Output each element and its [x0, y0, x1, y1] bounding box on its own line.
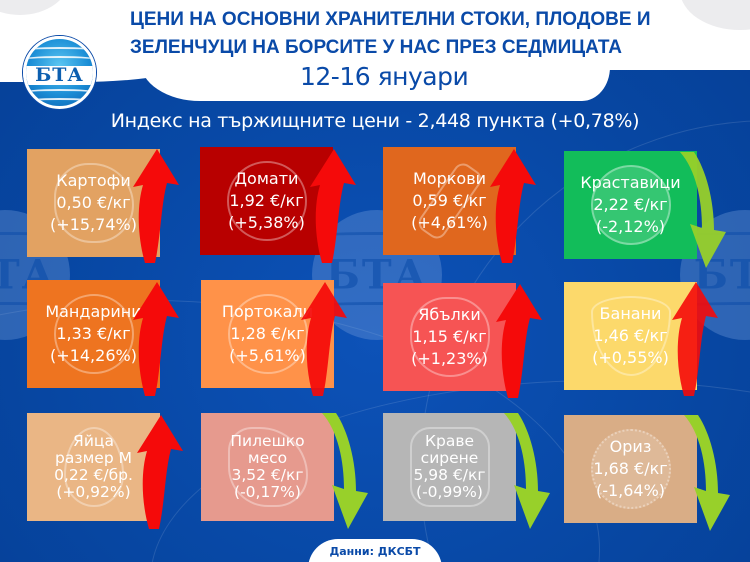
product-name: Яйца: [73, 432, 114, 450]
product-change: (-1,64%): [595, 481, 666, 500]
product-change: (-0,17%): [234, 483, 301, 501]
up-arrow-icon: [133, 149, 179, 263]
product-card-bananas: Банани 1,46 €/кг (+0,55%): [564, 282, 697, 390]
product-card-cucumbers: Краставици 2,22 €/кг (-2,12%): [564, 151, 697, 259]
up-arrow-icon: [490, 149, 536, 263]
tomato-icon: [226, 161, 307, 241]
product-price: 1,15 €/кг: [412, 327, 487, 346]
product-price: 0,59 €/кг: [412, 191, 487, 210]
product-price: 1,92 €/кг: [229, 191, 304, 210]
product-price: 1,68 €/кг: [593, 459, 668, 478]
product-change: (+14,26%): [50, 346, 137, 365]
product-card-carrots: Моркови 0,59 €/кг (+4,61%): [383, 147, 516, 255]
product-price: 0,50 €/кг: [56, 193, 131, 212]
product-name: Мандарини: [45, 302, 142, 321]
cucumber-icon: [590, 165, 671, 245]
egg-icon: [63, 427, 124, 507]
product-name: Портокали: [221, 302, 314, 321]
product-card-eggs: Яйца размер М 0,22 €/бр. (+0,92%): [27, 413, 160, 521]
up-arrow-icon: [496, 284, 542, 398]
cheese-icon: [409, 427, 490, 507]
product-price: 1,46 €/кг: [593, 326, 668, 345]
product-change: (+5,38%): [228, 213, 305, 232]
product-card-apples: Ябълки 1,15 €/кг (+1,23%): [383, 283, 516, 391]
product-change: (-2,12%): [595, 217, 666, 236]
date-range: 12-16 януари: [300, 62, 469, 91]
page-title-line-1: ЦЕНИ НА ОСНОВНИ ХРАНИТЕЛНИ СТОКИ, ПЛОДОВ…: [130, 9, 651, 30]
down-arrow-icon: [684, 415, 730, 531]
product-card-tomatoes: Домати 1,92 €/кг (+5,38%): [200, 147, 333, 255]
product-card-chicken: Пилешко месо 3,52 €/кг (-0,17%): [201, 413, 334, 521]
product-price: 1,33 €/кг: [56, 324, 131, 343]
product-name: Краставици: [580, 173, 681, 192]
product-card-mandarins: Мандарини 1,33 €/кг (+14,26%): [27, 280, 160, 388]
product-change: (+0,92%): [56, 483, 131, 501]
mandarin-icon: [53, 294, 134, 374]
chicken-icon: [227, 427, 308, 507]
product-name: Банани: [599, 304, 662, 323]
product-change: (+5,61%): [229, 346, 306, 365]
product-name: Краве: [424, 432, 474, 450]
down-arrow-icon: [322, 413, 368, 529]
product-change: (+0,55%): [592, 348, 669, 367]
product-change: (+1,23%): [411, 349, 488, 368]
product-name: Моркови: [412, 169, 487, 188]
product-name: Ориз: [609, 437, 652, 456]
product-price: 1,28 €/кг: [230, 324, 305, 343]
product-name-line-2: сирене: [420, 449, 479, 467]
market-index: Индекс на тържищните цени - 2,448 пункта…: [110, 110, 640, 132]
product-price: 0,22 €/бр.: [54, 466, 133, 484]
page-title-line-2: ЗЕЛЕНЧУЦИ НА БОРСИТЕ У НАС ПРЕЗ СЕДМИЦАТ…: [130, 37, 623, 58]
product-name: Картофи: [56, 171, 131, 190]
product-card-cow-cheese: Краве сирене 5,98 €/кг (-0,99%): [383, 413, 516, 521]
bta-logo: БТА: [23, 36, 96, 109]
product-change: (+4,61%): [411, 213, 488, 232]
product-price: 2,22 €/кг: [593, 195, 668, 214]
product-card-rice: Ориз 1,68 €/кг (-1,64%): [564, 415, 697, 523]
product-change: (-0,99%): [416, 483, 483, 501]
down-arrow-icon: [680, 152, 726, 268]
rice-icon: [590, 429, 671, 509]
product-name: Пилешко: [230, 432, 305, 450]
product-name: Домати: [234, 169, 299, 188]
source-badge: [308, 539, 442, 562]
up-arrow-icon: [310, 149, 356, 263]
header-title-panel: [140, 0, 610, 101]
orange-icon: [227, 294, 308, 374]
product-card-potatoes: Картофи 0,50 €/кг (+15,74%): [27, 149, 160, 257]
down-arrow-icon: [504, 413, 550, 529]
apple-icon: [409, 297, 490, 377]
product-price: 3,52 €/кг: [231, 466, 304, 484]
up-arrow-icon: [301, 282, 347, 396]
potato-icon: [53, 163, 134, 243]
up-arrow-icon: [137, 415, 183, 529]
source-label: Данни: ДКСБТ: [329, 545, 421, 558]
up-arrow-icon: [672, 282, 718, 396]
product-name: Ябълки: [418, 305, 481, 324]
up-arrow-icon: [133, 282, 179, 396]
product-name-line-2: размер М: [55, 449, 132, 467]
product-price: 5,98 €/кг: [413, 466, 486, 484]
product-name-line-2: месо: [247, 449, 288, 467]
product-change: (+15,74%): [50, 215, 137, 234]
